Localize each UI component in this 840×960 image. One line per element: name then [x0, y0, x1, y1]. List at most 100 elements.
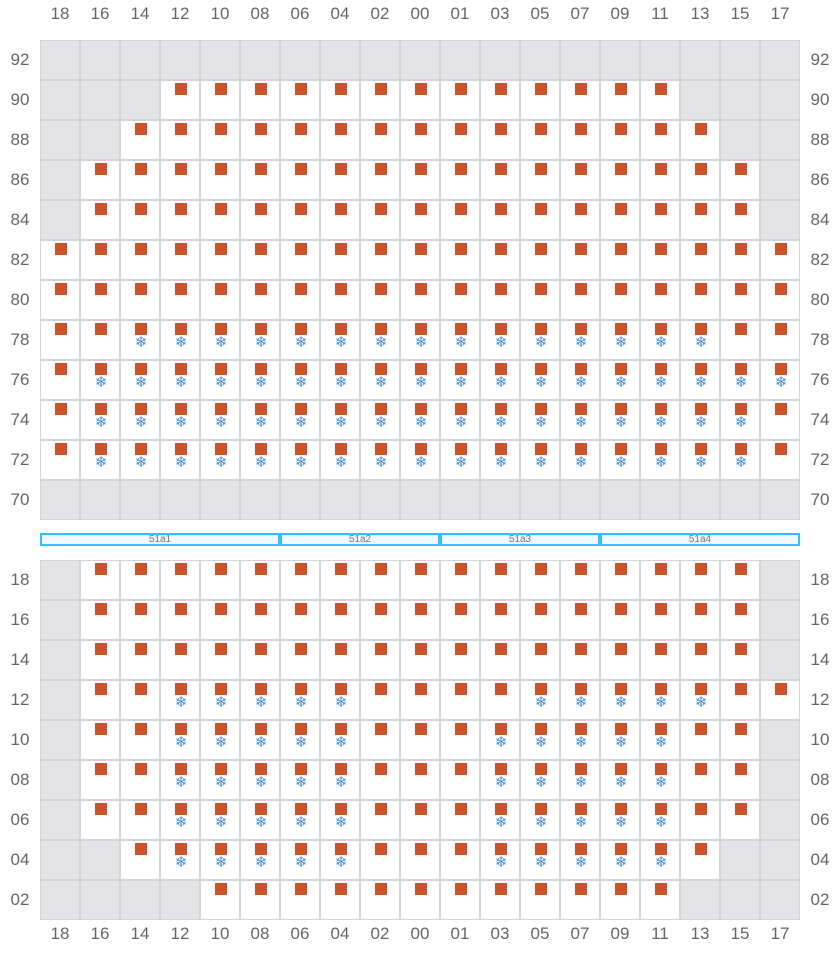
slot-cell[interactable]: ❄ — [680, 320, 720, 360]
slot-cell[interactable] — [320, 280, 360, 320]
slot-cell[interactable]: ❄ — [240, 440, 280, 480]
slot-cell[interactable] — [240, 120, 280, 160]
slot-cell[interactable] — [640, 560, 680, 600]
slot-cell[interactable]: ❄ — [280, 360, 320, 400]
slot-cell[interactable] — [240, 880, 280, 920]
slot-cell[interactable] — [640, 600, 680, 640]
slot-cell[interactable] — [560, 280, 600, 320]
slot-cell[interactable]: ❄ — [400, 440, 440, 480]
slot-cell[interactable] — [200, 600, 240, 640]
slot-cell[interactable]: ❄ — [240, 360, 280, 400]
slot-cell[interactable] — [720, 200, 760, 240]
slot-cell[interactable] — [120, 280, 160, 320]
slot-cell[interactable] — [400, 600, 440, 640]
slot-cell[interactable]: ❄ — [160, 720, 200, 760]
slot-cell[interactable]: ❄ — [520, 680, 560, 720]
slot-cell[interactable]: ❄ — [440, 320, 480, 360]
slot-cell[interactable] — [360, 720, 400, 760]
slot-cell[interactable]: ❄ — [640, 360, 680, 400]
slot-cell[interactable] — [280, 200, 320, 240]
slot-cell[interactable] — [480, 880, 520, 920]
slot-cell[interactable] — [480, 640, 520, 680]
slot-cell[interactable] — [560, 120, 600, 160]
slot-cell[interactable] — [520, 80, 560, 120]
slot-cell[interactable] — [120, 600, 160, 640]
slot-cell[interactable]: ❄ — [240, 720, 280, 760]
slot-cell[interactable]: ❄ — [640, 800, 680, 840]
slot-cell[interactable]: ❄ — [400, 320, 440, 360]
slot-cell[interactable] — [440, 120, 480, 160]
slot-cell[interactable]: ❄ — [240, 320, 280, 360]
slot-cell[interactable] — [80, 800, 120, 840]
slot-cell[interactable]: ❄ — [520, 760, 560, 800]
slot-cell[interactable]: ❄ — [640, 760, 680, 800]
slot-cell[interactable]: ❄ — [80, 440, 120, 480]
slot-cell[interactable]: ❄ — [600, 760, 640, 800]
slot-cell[interactable]: ❄ — [120, 360, 160, 400]
slot-cell[interactable]: ❄ — [200, 840, 240, 880]
slot-cell[interactable] — [680, 200, 720, 240]
slot-cell[interactable] — [280, 640, 320, 680]
slot-cell[interactable]: ❄ — [560, 360, 600, 400]
slot-cell[interactable]: ❄ — [640, 400, 680, 440]
slot-cell[interactable]: ❄ — [160, 360, 200, 400]
slot-cell[interactable]: ❄ — [320, 400, 360, 440]
slot-cell[interactable]: ❄ — [440, 400, 480, 440]
slot-cell[interactable] — [120, 120, 160, 160]
slot-cell[interactable] — [520, 280, 560, 320]
slot-cell[interactable] — [600, 240, 640, 280]
slot-cell[interactable]: ❄ — [240, 760, 280, 800]
slot-cell[interactable] — [280, 160, 320, 200]
slot-cell[interactable] — [600, 880, 640, 920]
slot-cell[interactable] — [560, 560, 600, 600]
slot-cell[interactable] — [560, 160, 600, 200]
slot-cell[interactable] — [720, 600, 760, 640]
slot-cell[interactable] — [760, 680, 800, 720]
slot-cell[interactable]: ❄ — [160, 440, 200, 480]
slot-cell[interactable]: ❄ — [640, 440, 680, 480]
slot-cell[interactable] — [760, 280, 800, 320]
slot-cell[interactable]: ❄ — [200, 320, 240, 360]
slot-cell[interactable] — [560, 80, 600, 120]
slot-cell[interactable] — [680, 240, 720, 280]
slot-cell[interactable] — [600, 200, 640, 240]
slot-cell[interactable] — [80, 280, 120, 320]
slot-cell[interactable]: ❄ — [80, 400, 120, 440]
slot-cell[interactable] — [240, 160, 280, 200]
slot-cell[interactable] — [320, 160, 360, 200]
slot-cell[interactable]: ❄ — [520, 320, 560, 360]
slot-cell[interactable] — [640, 880, 680, 920]
slot-cell[interactable] — [760, 240, 800, 280]
slot-cell[interactable] — [640, 240, 680, 280]
slot-cell[interactable]: ❄ — [240, 400, 280, 440]
slot-cell[interactable] — [160, 120, 200, 160]
slot-cell[interactable]: ❄ — [440, 360, 480, 400]
slot-cell[interactable]: ❄ — [520, 440, 560, 480]
slot-cell[interactable]: ❄ — [360, 360, 400, 400]
slot-cell[interactable]: ❄ — [600, 320, 640, 360]
slot-cell[interactable] — [680, 120, 720, 160]
slot-cell[interactable] — [720, 240, 760, 280]
slot-cell[interactable] — [200, 80, 240, 120]
slot-cell[interactable] — [360, 120, 400, 160]
slot-cell[interactable] — [600, 560, 640, 600]
slot-cell[interactable] — [240, 240, 280, 280]
slot-cell[interactable]: ❄ — [200, 440, 240, 480]
slot-cell[interactable] — [40, 320, 80, 360]
slot-cell[interactable] — [680, 160, 720, 200]
slot-cell[interactable] — [240, 600, 280, 640]
slot-cell[interactable] — [320, 600, 360, 640]
slot-cell[interactable]: ❄ — [480, 360, 520, 400]
slot-cell[interactable]: ❄ — [200, 400, 240, 440]
slot-cell[interactable] — [80, 640, 120, 680]
slot-cell[interactable] — [480, 80, 520, 120]
slot-cell[interactable]: ❄ — [120, 400, 160, 440]
slot-cell[interactable]: ❄ — [480, 320, 520, 360]
slot-cell[interactable]: ❄ — [600, 800, 640, 840]
slot-cell[interactable] — [40, 440, 80, 480]
slot-cell[interactable] — [120, 200, 160, 240]
slot-cell[interactable] — [80, 720, 120, 760]
slot-cell[interactable]: ❄ — [560, 720, 600, 760]
slot-cell[interactable] — [720, 720, 760, 760]
slot-cell[interactable] — [200, 280, 240, 320]
